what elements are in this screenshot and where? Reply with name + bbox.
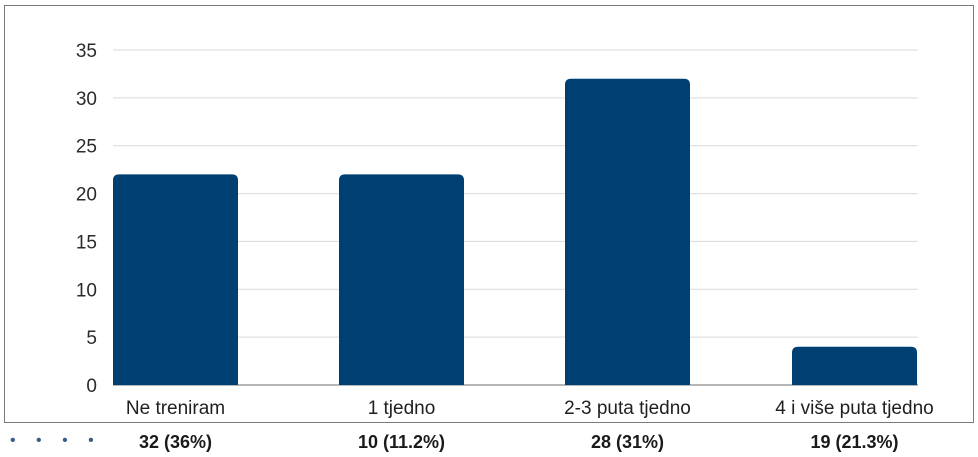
bar-annotation: 19 (21.3%): [810, 432, 899, 452]
bar-2: [339, 174, 464, 385]
y-tick-label: 15: [76, 232, 97, 253]
x-category-label: Ne treniram: [126, 398, 225, 419]
bar-3: [565, 78, 690, 385]
y-tick-label: 20: [76, 185, 97, 206]
chart-frame: [4, 5, 974, 423]
y-tick-label: 0: [86, 376, 97, 397]
annotation-row: • • • • 32 (36%) 10 (11.2%) 28 (31%) 19 (21…: [0, 428, 978, 457]
bars: [113, 78, 917, 385]
y-axis-labels: 0 5 10 15 20 25 30 35: [76, 41, 97, 397]
x-category-label: 1 tjedno: [368, 398, 436, 419]
x-category-label: 4 i više puta tjedno: [775, 398, 933, 419]
grid-lines: [113, 49, 918, 386]
y-tick-label: 10: [76, 280, 97, 301]
dots-decoration: • • • •: [10, 432, 102, 449]
bar-4: [792, 346, 917, 385]
x-category-label: 2-3 puta tjedno: [564, 398, 691, 419]
y-tick-label: 5: [86, 328, 97, 349]
bar-annotation: 10 (11.2%): [357, 432, 446, 452]
bar-annotation: 32 (36%): [138, 432, 213, 452]
y-tick-label: 25: [76, 137, 97, 158]
bar-1: [113, 174, 238, 385]
y-tick-label: 35: [76, 41, 97, 62]
y-tick-label: 30: [76, 89, 97, 110]
x-axis-labels: Ne treniram 1 tjedno 2-3 puta tjedno 4 i vi…: [126, 398, 934, 419]
bar-annotation: 28 (31%): [590, 432, 665, 452]
bar-chart: 0 5 10 15 20 25 30 35 Ne treniram 1 tjedno 2-3 pu…: [76, 41, 934, 419]
